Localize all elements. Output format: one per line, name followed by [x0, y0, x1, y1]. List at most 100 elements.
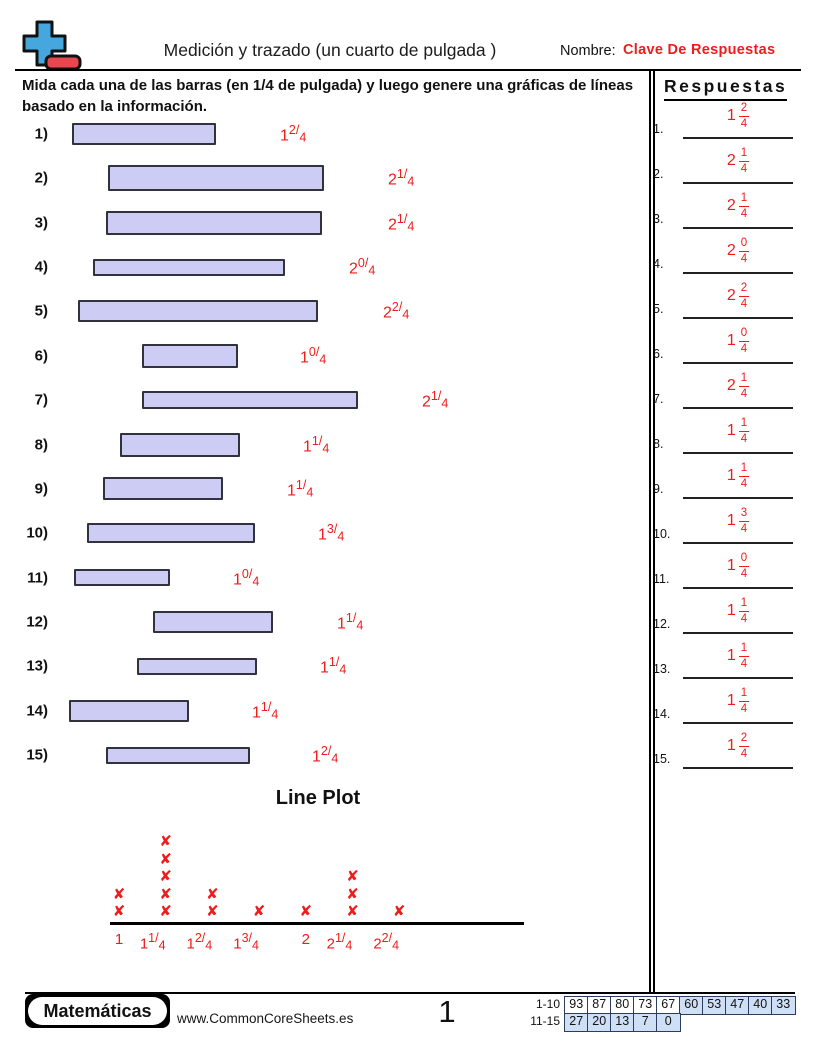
- fraction-text: 1/: [260, 699, 272, 714]
- answer-number-label: 10.: [653, 527, 671, 541]
- fraction-text: 2/: [194, 931, 206, 945]
- x-mark-icon: ✘: [252, 902, 266, 920]
- fraction-denominator: 4: [740, 658, 748, 670]
- problem-number-label: 15): [26, 746, 48, 764]
- answer-blank-line: [683, 497, 793, 499]
- answer-blank-line: [683, 182, 793, 184]
- measurement-value-label: 11/4: [320, 655, 346, 678]
- fraction-text: 4: [271, 706, 279, 721]
- fraction-numerator: 1: [738, 192, 750, 207]
- fraction-text: 1: [726, 692, 736, 709]
- fraction-text: 3/: [241, 931, 252, 945]
- fraction-numerator: 0: [738, 327, 750, 342]
- plot-tick-label: 13/4: [216, 931, 276, 954]
- problem-number-label: 1): [34, 125, 48, 143]
- answer-number-label: 14.: [653, 707, 671, 721]
- problem-row: 10) 13/4: [0, 511, 648, 555]
- measurement-bar: [137, 657, 257, 675]
- problem-number-label: 14): [26, 702, 48, 720]
- x-mark-icon: ✘: [112, 884, 126, 903]
- answer-blank-line: [683, 272, 793, 274]
- fraction-text: 2: [726, 377, 736, 394]
- problem-row: 9) 11/4: [0, 467, 648, 511]
- fraction-numerator: 2: [738, 282, 750, 297]
- problem-row: 8) 11/4: [0, 423, 648, 467]
- answer-blank-line: [683, 317, 793, 319]
- fraction-text: 0/: [308, 344, 320, 359]
- fraction-text: 4: [407, 218, 415, 233]
- fraction-text: 1: [726, 467, 736, 484]
- x-mark-icon: ✘: [159, 832, 172, 850]
- content-divider-line: [653, 70, 656, 992]
- measurement-bar: [108, 165, 324, 192]
- x-mark-icon: ✘: [346, 867, 359, 885]
- fraction-text: 1: [252, 703, 261, 721]
- fraction-denominator: 4: [740, 208, 748, 220]
- answer-number-label: 6.: [653, 347, 664, 361]
- problem-row: 11) 10/4: [0, 556, 648, 600]
- answer-number-label: 7.: [653, 392, 664, 406]
- fraction-text: 2/: [320, 743, 332, 758]
- answer-number-label: 3.: [653, 212, 664, 226]
- fraction-denominator: 4: [740, 703, 748, 715]
- problem-number-label: 6): [34, 347, 48, 365]
- score-cell: 80: [610, 996, 635, 1015]
- problem-number-label: 10): [26, 524, 48, 542]
- header-divider: [15, 69, 801, 71]
- plot-tick-label: 1: [89, 931, 149, 949]
- fraction-text: 1/: [396, 211, 408, 226]
- fraction-text: 4: [337, 529, 345, 544]
- fraction-numerator: 1: [738, 147, 750, 162]
- worksheet-title: Medición y trazado (un cuarto de pulgada…: [163, 40, 497, 60]
- fraction-text: 1: [337, 615, 346, 633]
- fraction-text: 2: [373, 935, 382, 953]
- problem-row: 6) 10/4: [0, 334, 648, 378]
- footer-divider: [25, 992, 795, 995]
- fraction-denominator: 4: [740, 118, 748, 130]
- measurement-bar: [87, 523, 255, 544]
- fraction-text: 1: [114, 931, 124, 948]
- score-row-label: 1-10: [535, 997, 560, 1011]
- fraction-text: 1: [726, 512, 736, 529]
- problem-row: 7) 21/4: [0, 378, 648, 422]
- x-mark-icon: ✘: [206, 884, 219, 903]
- fraction-text: 4: [252, 573, 260, 588]
- measurement-bar: [78, 300, 318, 323]
- measurement-value-label: 11/4: [252, 699, 278, 722]
- fraction-text: 1: [726, 602, 736, 619]
- score-cell: 93: [564, 996, 589, 1015]
- measurement-value-label: 10/4: [233, 566, 259, 589]
- brand-name: Matemáticas: [28, 997, 167, 1025]
- fraction-text: 1/: [334, 931, 346, 945]
- fraction-numerator: 0: [738, 237, 750, 252]
- answer-blank-line: [683, 407, 793, 409]
- fraction-text: 1: [726, 737, 736, 754]
- measurement-bar: [69, 699, 189, 722]
- problem-number-label: 11): [27, 569, 48, 587]
- problem-row: 4) 20/4: [0, 245, 648, 289]
- fraction-numerator: 2: [738, 732, 750, 747]
- answer-blank-line: [683, 227, 793, 229]
- fraction-text: 4: [392, 938, 400, 953]
- problem-number-label: 5): [34, 302, 48, 320]
- brand-logo: Matemáticas: [25, 994, 170, 1028]
- fraction-numerator: 1: [738, 642, 750, 657]
- measurement-value-label: 11/4: [303, 433, 329, 456]
- answer-number-label: 4.: [653, 257, 664, 271]
- fraction-numerator: 1: [738, 417, 750, 432]
- answer-blank-line: [683, 722, 793, 724]
- fraction-text: 3/: [326, 521, 338, 536]
- fraction-text: 2/: [391, 300, 403, 315]
